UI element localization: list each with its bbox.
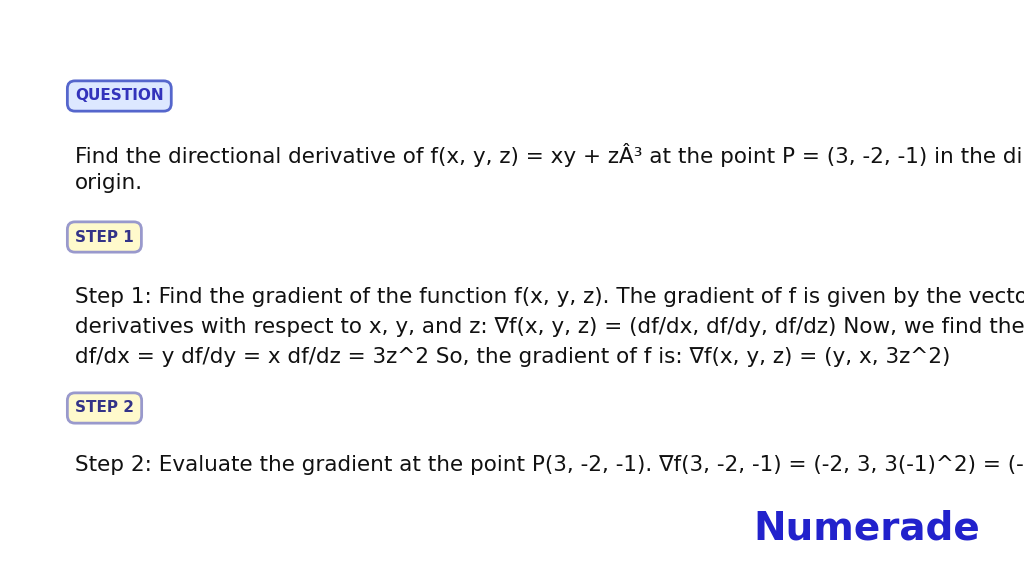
Text: Step 2: Evaluate the gradient at the point P(3, -2, -1). ∇f(3, -2, -1) = (-2, 3,: Step 2: Evaluate the gradient at the poi… xyxy=(75,455,1024,475)
Text: Step 1: Find the gradient of the function f(x, y, z). The gradient of f is given: Step 1: Find the gradient of the functio… xyxy=(75,287,1024,307)
Text: Find the directional derivative of f(x, y, z) = xy + zÂ³ at the point P = (3, -2: Find the directional derivative of f(x, … xyxy=(75,143,1024,167)
Text: df/dx = y df/dy = x df/dz = 3z^2 So, the gradient of f is: ∇f(x, y, z) = (y, x, : df/dx = y df/dy = x df/dz = 3z^2 So, the… xyxy=(75,347,950,367)
Text: Numerade: Numerade xyxy=(754,510,980,548)
Text: STEP 2: STEP 2 xyxy=(75,400,134,415)
Text: QUESTION: QUESTION xyxy=(75,89,164,104)
Text: origin.: origin. xyxy=(75,173,143,193)
Text: STEP 1: STEP 1 xyxy=(75,229,134,244)
Text: derivatives with respect to x, y, and z: ∇f(x, y, z) = (df/dx, df/dy, df/dz) Now: derivatives with respect to x, y, and z:… xyxy=(75,317,1024,337)
